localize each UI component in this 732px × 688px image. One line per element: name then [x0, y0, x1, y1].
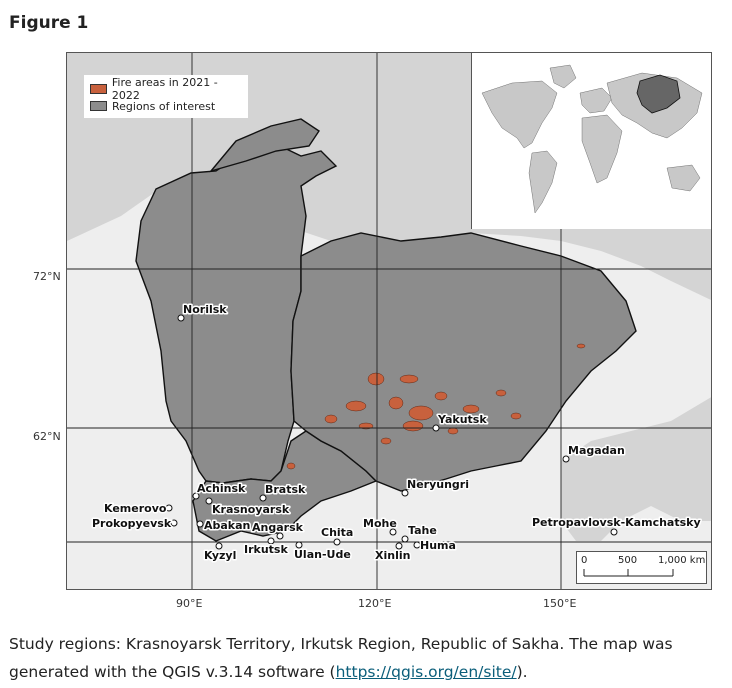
fire-area	[358, 422, 374, 430]
qgis-link[interactable]: https://qgis.org/en/site/	[335, 663, 517, 681]
lon-label-150e: 150°E	[543, 597, 577, 610]
lon-label-90e: 90°E	[176, 597, 203, 610]
city-mohe: Mohe	[362, 516, 398, 536]
fire-area	[286, 462, 296, 470]
fire-area	[399, 374, 419, 384]
fire-area	[380, 437, 392, 445]
svg-text:Krasnoyarsk: Krasnoyarsk	[212, 503, 290, 516]
lon-label-120e: 120°E	[358, 597, 392, 610]
scale-label-500: 500	[618, 555, 638, 566]
greenland-shape	[549, 64, 577, 89]
fire-swatch	[90, 84, 107, 94]
map[interactable]: Norilsk Yakutsk Magadan Neryungri Achins…	[66, 52, 712, 590]
inset-regions-highlight	[636, 74, 681, 114]
fire-area	[495, 389, 507, 397]
city-bratsk: Bratsk	[259, 482, 308, 502]
fire-area	[510, 412, 522, 420]
svg-text:Kyzyl: Kyzyl	[204, 549, 236, 562]
caption-end: ).	[516, 663, 528, 681]
scale-label-1000: 1,000 km	[658, 555, 706, 566]
fire-area	[388, 396, 404, 410]
svg-text:Yakutsk: Yakutsk	[437, 413, 487, 426]
svg-text:Mohe: Mohe	[363, 517, 397, 530]
svg-text:Tahe: Tahe	[408, 524, 437, 537]
svg-text:Norilsk: Norilsk	[183, 303, 227, 316]
city-xinlin: Xinlin	[374, 542, 412, 564]
svg-text:Bratsk: Bratsk	[265, 483, 306, 496]
lat-label-72n: 72°N	[33, 270, 61, 283]
svg-text:Achinsk: Achinsk	[197, 482, 246, 495]
svg-text:Xinlin: Xinlin	[375, 549, 410, 562]
world-map-svg	[472, 53, 711, 229]
city-krasnoyarsk: Krasnoyarsk	[205, 497, 291, 518]
legend-label-fire: Fire areas in 2021 - 2022	[111, 76, 218, 102]
south-america-shape	[528, 150, 558, 214]
svg-text:Huma: Huma	[420, 539, 456, 552]
city-norilsk: Norilsk	[177, 302, 229, 322]
region-taymyr	[209, 118, 320, 173]
legend-item-regions: Regions of interest	[90, 99, 215, 113]
city-huma: Huma	[413, 538, 457, 554]
city-tahe: Tahe	[401, 523, 438, 543]
fire-area	[345, 400, 367, 412]
regions-swatch	[90, 101, 107, 111]
lat-label-62n: 62°N	[33, 430, 61, 443]
svg-text:Kemerovo: Kemerovo	[104, 502, 167, 515]
fire-area	[462, 404, 480, 414]
australia-shape	[666, 164, 701, 192]
svg-text:Neryungri: Neryungri	[407, 478, 469, 491]
fire-area	[402, 420, 424, 432]
inset-world-map	[471, 53, 711, 229]
fire-areas	[286, 343, 586, 470]
fire-area	[576, 343, 586, 349]
scale-bar-ticks	[583, 569, 674, 577]
graticule	[67, 53, 711, 589]
legend: Fire areas in 2021 - 2022 Regions of int…	[84, 75, 248, 118]
svg-text:Ulan-Ude: Ulan-Ude	[294, 548, 351, 561]
city-magadan: Magadan	[562, 443, 626, 463]
svg-text:Magadan: Magadan	[568, 444, 625, 457]
svg-text:Angarsk: Angarsk	[252, 521, 304, 534]
fire-area	[447, 427, 459, 435]
city-irkutsk: Irkutsk	[243, 537, 290, 558]
north-america-shape	[481, 80, 558, 149]
caption-text: Study regions: Krasnoyarsk Territory, Ir…	[9, 635, 673, 681]
city-achinsk: Achinsk	[192, 481, 248, 500]
city-neryungri: Neryungri	[401, 477, 471, 497]
sea-of-okhotsk	[561, 397, 711, 541]
svg-text:Chita: Chita	[321, 526, 353, 539]
city-chita: Chita	[320, 525, 355, 546]
figure-caption: Study regions: Krasnoyarsk Territory, Ir…	[9, 630, 724, 686]
fire-area	[367, 372, 385, 386]
city-prokopyevsk: Prokopyevsk	[91, 516, 178, 532]
legend-label-regions: Regions of interest	[112, 99, 216, 113]
city-kyzyl: Kyzyl	[203, 542, 238, 564]
svg-text:Prokopyevsk: Prokopyevsk	[92, 517, 172, 530]
fire-area	[324, 414, 338, 424]
city-angarsk: Angarsk	[251, 520, 305, 540]
europe-shape	[579, 87, 613, 114]
svg-text:Petropavlovsk-Kamchatsky: Petropavlovsk-Kamchatsky	[532, 516, 701, 529]
fire-area	[408, 405, 434, 421]
city-ulan-ude: Ulan-Ude	[293, 541, 352, 563]
legend-item-fire: Fire areas in 2021 - 2022	[90, 76, 248, 102]
scale-label-0: 0	[581, 555, 588, 566]
svg-text:Abakan: Abakan	[204, 519, 250, 532]
svg-text:Irkutsk: Irkutsk	[244, 543, 288, 556]
scale-bar: 0 500 1,000 km	[576, 551, 707, 584]
figure-heading: Figure 1	[9, 13, 89, 33]
city-kemerovo: Kemerovo	[103, 501, 173, 517]
africa-shape	[581, 114, 623, 184]
city-markers: Norilsk Yakutsk Magadan Neryungri Achins…	[91, 302, 703, 564]
city-petropavlovsk-kamchatsky: Petropavlovsk-Kamchatsky	[531, 515, 702, 536]
fire-area	[434, 391, 448, 401]
city-yakutsk: Yakutsk	[432, 412, 489, 432]
city-abakan: Abakan	[196, 518, 252, 534]
